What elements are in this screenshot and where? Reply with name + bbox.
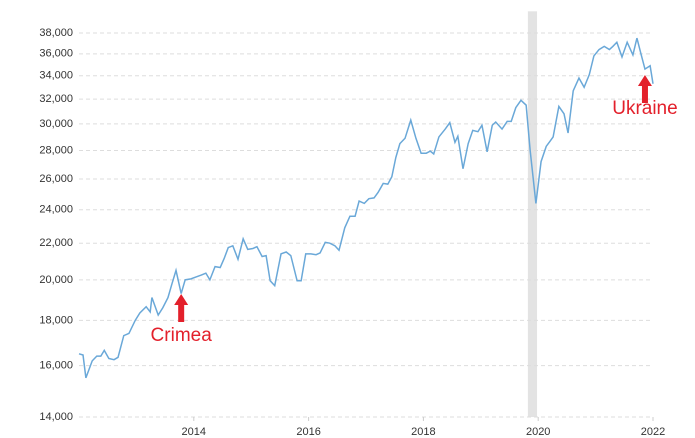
y-tick-label: 22,000	[39, 237, 73, 249]
y-tick-label: 18,000	[39, 314, 73, 326]
y-tick-label: 26,000	[39, 173, 73, 185]
y-tick-label: 32,000	[39, 93, 73, 105]
y-tick-label: 28,000	[39, 144, 73, 156]
y-tick-label: 14,000	[39, 411, 73, 423]
annotation-arrow	[637, 75, 652, 103]
y-tick-label: 30,000	[39, 118, 73, 130]
x-tick-label: 2020	[526, 426, 550, 438]
annotation-label: Ukraine	[612, 98, 677, 119]
y-tick-label: 24,000	[39, 204, 73, 216]
line-series	[78, 37, 654, 379]
y-tick-label: 16,000	[39, 360, 73, 372]
x-tick-label: 2022	[641, 426, 665, 438]
x-tick-label: 2016	[296, 426, 320, 438]
y-tick-label: 36,000	[39, 48, 73, 60]
recession-band	[527, 11, 538, 418]
y-tick-label: 20,000	[39, 274, 73, 286]
annotation-arrow	[174, 294, 189, 322]
annotation-label: Crimea	[151, 325, 213, 346]
y-tick-label: 38,000	[39, 27, 73, 39]
x-tick-label: 2014	[182, 426, 206, 438]
x-tick-label: 2018	[411, 426, 435, 438]
y-tick-label: 34,000	[39, 70, 73, 82]
